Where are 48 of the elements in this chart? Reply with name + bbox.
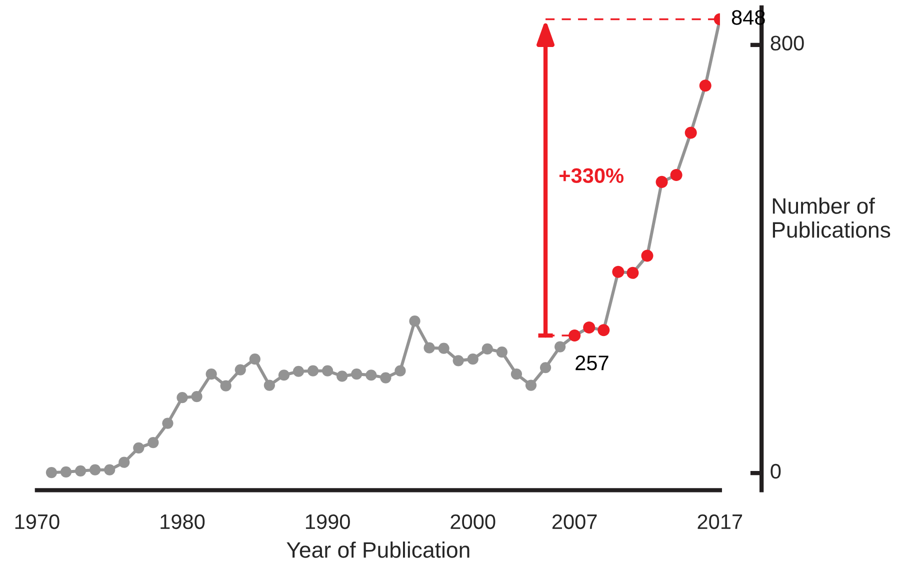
y-tick-label: 0 (770, 464, 781, 479)
point (220, 380, 232, 392)
point (104, 464, 116, 476)
point (118, 456, 130, 468)
point (540, 362, 552, 374)
point (554, 341, 566, 352)
point (148, 436, 159, 448)
point (249, 354, 260, 365)
point (336, 370, 348, 382)
point (90, 464, 101, 476)
point (322, 365, 334, 376)
x-tick-label: 2007 (552, 514, 597, 530)
y-tick-label: 800 (770, 36, 804, 51)
x-tick-label: 1990 (306, 514, 350, 530)
point (394, 365, 406, 376)
point (409, 316, 420, 327)
point (176, 392, 188, 404)
x-tick-label: 1970 (15, 514, 60, 530)
point (467, 354, 478, 365)
x-axis-title: Year of Publication (286, 542, 470, 558)
point (510, 368, 522, 380)
point (424, 342, 435, 354)
point (525, 380, 537, 391)
point (206, 368, 217, 380)
point (162, 418, 174, 429)
point (133, 442, 144, 454)
x-tick-label: 2017 (698, 514, 742, 530)
point (191, 390, 202, 402)
point (234, 364, 246, 376)
point (278, 370, 290, 381)
data-label: 257 (576, 356, 608, 370)
point (380, 372, 392, 384)
point (307, 365, 319, 376)
point (496, 346, 508, 358)
point (366, 370, 377, 381)
point (74, 465, 86, 476)
x-tick-label: 1980 (160, 514, 205, 530)
annotation: +330% (559, 168, 624, 184)
y-axis-title: Number of Publications (772, 198, 890, 238)
x-tick-label: 2000 (450, 514, 496, 530)
point (452, 355, 464, 366)
point (438, 342, 450, 354)
point (60, 466, 72, 478)
point (351, 368, 362, 380)
point (482, 343, 493, 354)
point (46, 466, 58, 478)
point (264, 380, 275, 391)
point (292, 366, 304, 377)
